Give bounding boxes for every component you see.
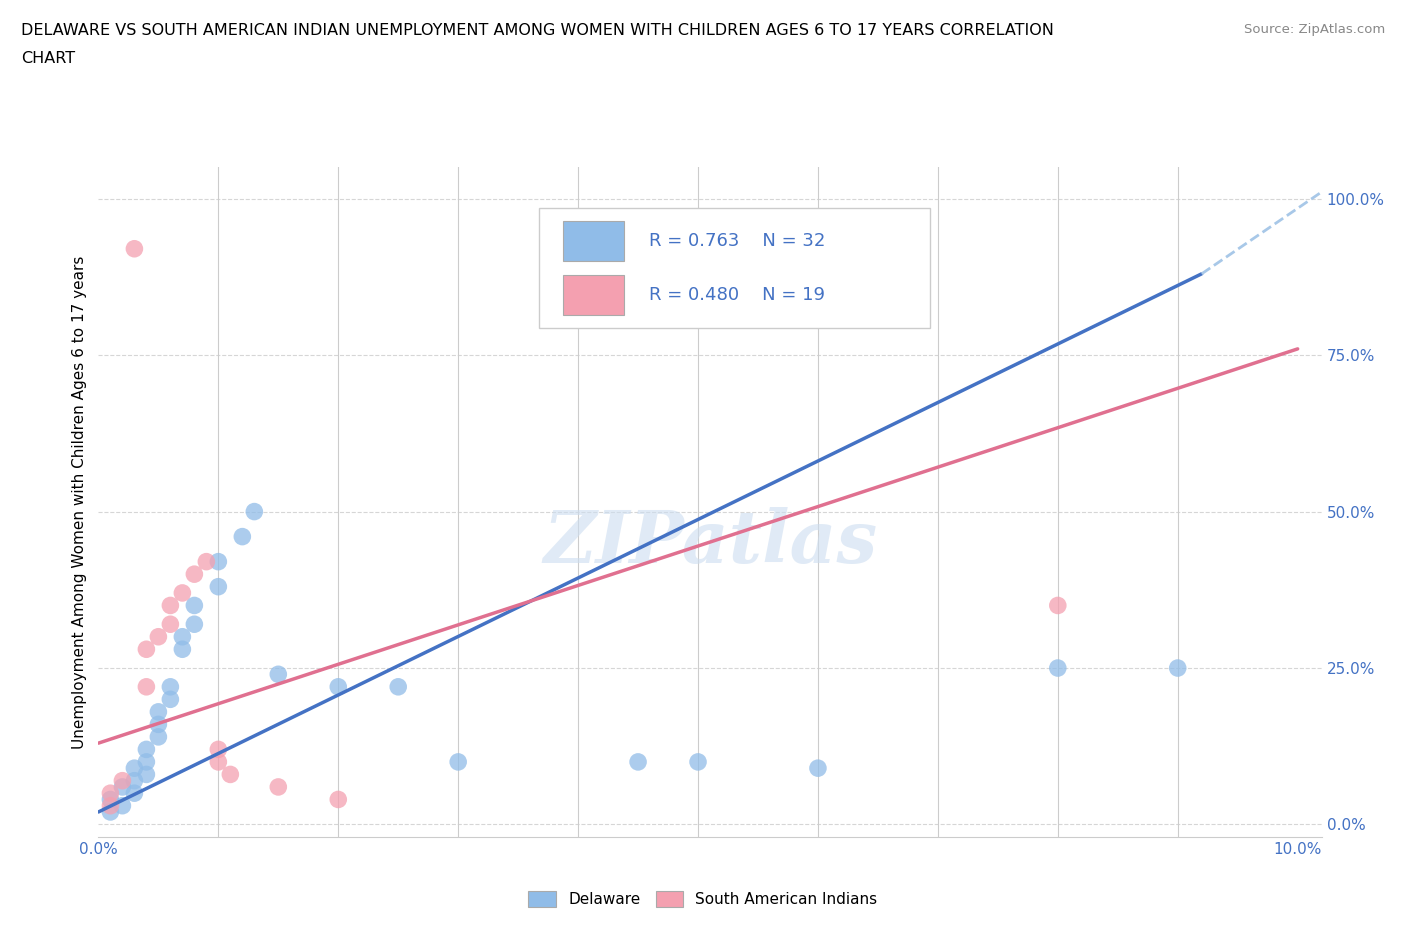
- Point: [207, 754, 229, 769]
- Point: [807, 761, 830, 776]
- Legend: Delaware, South American Indians: Delaware, South American Indians: [523, 884, 883, 913]
- Text: CHART: CHART: [21, 51, 75, 66]
- Point: [686, 754, 709, 769]
- Point: [111, 798, 134, 813]
- Point: [100, 798, 122, 813]
- Point: [219, 767, 242, 782]
- Point: [148, 704, 170, 719]
- Point: [567, 241, 589, 256]
- Point: [135, 767, 157, 782]
- Point: [387, 680, 409, 695]
- Point: [111, 773, 134, 788]
- Point: [447, 754, 470, 769]
- Text: R = 0.763    N = 32: R = 0.763 N = 32: [648, 232, 825, 250]
- Text: DELAWARE VS SOUTH AMERICAN INDIAN UNEMPLOYMENT AMONG WOMEN WITH CHILDREN AGES 6 : DELAWARE VS SOUTH AMERICAN INDIAN UNEMPL…: [21, 23, 1054, 38]
- Point: [267, 667, 290, 682]
- Point: [231, 529, 253, 544]
- Point: [124, 761, 146, 776]
- Y-axis label: Unemployment Among Women with Children Ages 6 to 17 years: Unemployment Among Women with Children A…: [72, 256, 87, 749]
- Point: [267, 779, 290, 794]
- Point: [100, 804, 122, 819]
- Point: [328, 792, 350, 807]
- Point: [159, 680, 181, 695]
- Point: [1046, 598, 1069, 613]
- Point: [135, 642, 157, 657]
- Point: [159, 598, 181, 613]
- Point: [148, 630, 170, 644]
- Point: [195, 554, 218, 569]
- Point: [627, 754, 650, 769]
- Point: [135, 742, 157, 757]
- Point: [100, 786, 122, 801]
- Point: [135, 754, 157, 769]
- Point: [243, 504, 266, 519]
- Bar: [564, 274, 624, 314]
- Point: [124, 786, 146, 801]
- Point: [207, 554, 229, 569]
- Bar: [564, 221, 624, 261]
- Point: [172, 642, 194, 657]
- Text: R = 0.480    N = 19: R = 0.480 N = 19: [648, 286, 825, 303]
- FancyBboxPatch shape: [538, 207, 931, 328]
- Point: [172, 586, 194, 601]
- Point: [159, 617, 181, 631]
- Point: [183, 598, 205, 613]
- Text: Source: ZipAtlas.com: Source: ZipAtlas.com: [1244, 23, 1385, 36]
- Point: [135, 680, 157, 695]
- Point: [207, 579, 229, 594]
- Point: [207, 742, 229, 757]
- Point: [124, 773, 146, 788]
- Point: [148, 717, 170, 732]
- Point: [183, 617, 205, 631]
- Point: [100, 792, 122, 807]
- Point: [159, 692, 181, 707]
- Point: [124, 241, 146, 256]
- Text: ZIPatlas: ZIPatlas: [543, 507, 877, 578]
- Point: [183, 566, 205, 581]
- Point: [328, 680, 350, 695]
- Point: [148, 729, 170, 744]
- Point: [1046, 660, 1069, 675]
- Point: [172, 630, 194, 644]
- Point: [1167, 660, 1189, 675]
- Point: [111, 779, 134, 794]
